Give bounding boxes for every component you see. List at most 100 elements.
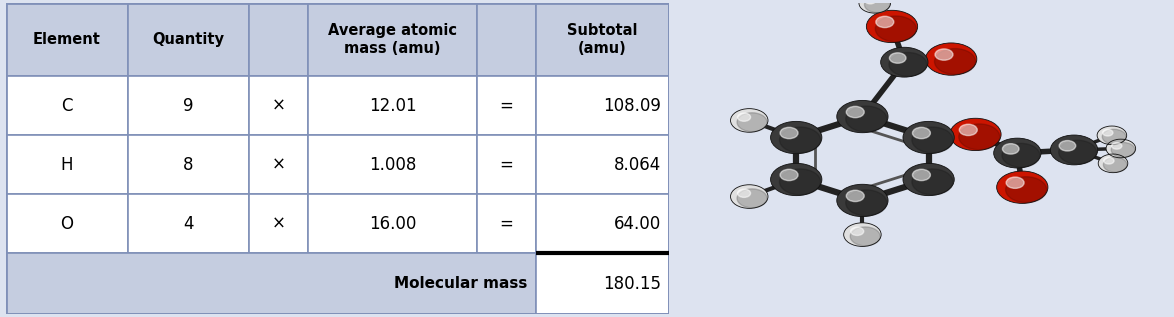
Ellipse shape xyxy=(1104,158,1114,164)
Text: 4: 4 xyxy=(183,215,194,233)
Bar xyxy=(477,135,535,194)
Text: Average atomic
mass (amu): Average atomic mass (amu) xyxy=(328,23,457,56)
Ellipse shape xyxy=(1006,177,1024,188)
Bar xyxy=(6,194,128,253)
Text: 16.00: 16.00 xyxy=(369,215,416,233)
Ellipse shape xyxy=(889,53,926,76)
Circle shape xyxy=(866,10,918,42)
Circle shape xyxy=(880,47,927,77)
Ellipse shape xyxy=(846,190,864,202)
Text: 64.00: 64.00 xyxy=(614,215,661,233)
Ellipse shape xyxy=(959,124,977,136)
Circle shape xyxy=(925,43,977,75)
Circle shape xyxy=(903,163,954,196)
Ellipse shape xyxy=(864,0,890,13)
Circle shape xyxy=(837,184,888,217)
Ellipse shape xyxy=(1112,142,1135,157)
Text: ×: × xyxy=(271,97,285,115)
Bar xyxy=(477,76,535,135)
Ellipse shape xyxy=(959,124,1000,150)
Text: Molecular mass: Molecular mass xyxy=(394,276,528,291)
Circle shape xyxy=(770,163,822,196)
Text: Quantity: Quantity xyxy=(153,32,224,47)
Text: 108.09: 108.09 xyxy=(603,97,661,115)
Ellipse shape xyxy=(1104,157,1127,172)
Bar xyxy=(249,135,308,194)
Bar xyxy=(128,76,249,135)
Bar xyxy=(6,76,128,135)
Ellipse shape xyxy=(737,113,750,121)
Bar xyxy=(308,135,477,194)
Ellipse shape xyxy=(780,169,798,181)
Bar xyxy=(128,194,249,253)
Ellipse shape xyxy=(851,227,864,236)
Circle shape xyxy=(1051,135,1098,165)
Ellipse shape xyxy=(912,127,931,139)
Circle shape xyxy=(730,109,768,132)
Circle shape xyxy=(1106,139,1135,158)
Ellipse shape xyxy=(935,49,953,60)
Bar xyxy=(535,135,669,194)
Bar xyxy=(249,194,308,253)
Circle shape xyxy=(730,185,768,208)
Ellipse shape xyxy=(737,189,767,208)
Ellipse shape xyxy=(1006,177,1047,203)
Bar xyxy=(308,194,477,253)
Bar xyxy=(6,3,128,76)
Ellipse shape xyxy=(1102,129,1126,144)
Circle shape xyxy=(993,138,1041,168)
Circle shape xyxy=(1098,126,1127,145)
Text: =: = xyxy=(499,97,513,115)
Circle shape xyxy=(1098,154,1128,173)
Ellipse shape xyxy=(912,127,953,153)
Ellipse shape xyxy=(1112,143,1122,149)
Ellipse shape xyxy=(912,169,931,181)
Bar xyxy=(308,3,477,76)
Ellipse shape xyxy=(876,16,917,42)
Text: O: O xyxy=(60,215,73,233)
Ellipse shape xyxy=(890,53,906,63)
Circle shape xyxy=(859,0,891,13)
Ellipse shape xyxy=(845,106,886,132)
Ellipse shape xyxy=(876,16,893,28)
Ellipse shape xyxy=(737,189,750,197)
Text: 8: 8 xyxy=(183,156,194,174)
Circle shape xyxy=(837,100,888,133)
Text: Subtotal
(amu): Subtotal (amu) xyxy=(567,23,637,56)
Ellipse shape xyxy=(780,169,821,195)
Circle shape xyxy=(903,121,954,154)
Bar xyxy=(535,253,669,314)
Bar xyxy=(128,3,249,76)
Ellipse shape xyxy=(1003,144,1019,154)
Ellipse shape xyxy=(935,49,976,74)
Bar xyxy=(535,3,669,76)
Text: 180.15: 180.15 xyxy=(603,275,661,293)
Text: 8.064: 8.064 xyxy=(614,156,661,174)
Circle shape xyxy=(997,171,1048,204)
Bar xyxy=(477,194,535,253)
Text: 1.008: 1.008 xyxy=(369,156,416,174)
Ellipse shape xyxy=(1059,140,1075,151)
Ellipse shape xyxy=(1102,129,1113,136)
Bar xyxy=(535,76,669,135)
Text: =: = xyxy=(499,215,513,233)
Circle shape xyxy=(770,121,822,154)
Bar xyxy=(308,76,477,135)
Circle shape xyxy=(844,223,882,246)
Ellipse shape xyxy=(780,127,798,139)
Ellipse shape xyxy=(1001,143,1040,167)
Ellipse shape xyxy=(780,127,821,153)
Text: H: H xyxy=(60,156,73,174)
Ellipse shape xyxy=(846,107,864,118)
Bar xyxy=(477,3,535,76)
Ellipse shape xyxy=(912,169,953,195)
Bar xyxy=(249,3,308,76)
Bar xyxy=(249,76,308,135)
Bar xyxy=(535,194,669,253)
Text: Element: Element xyxy=(33,32,101,47)
Ellipse shape xyxy=(850,227,880,246)
Bar xyxy=(6,135,128,194)
Bar xyxy=(128,135,249,194)
Text: C: C xyxy=(61,97,73,115)
Bar xyxy=(6,253,535,314)
